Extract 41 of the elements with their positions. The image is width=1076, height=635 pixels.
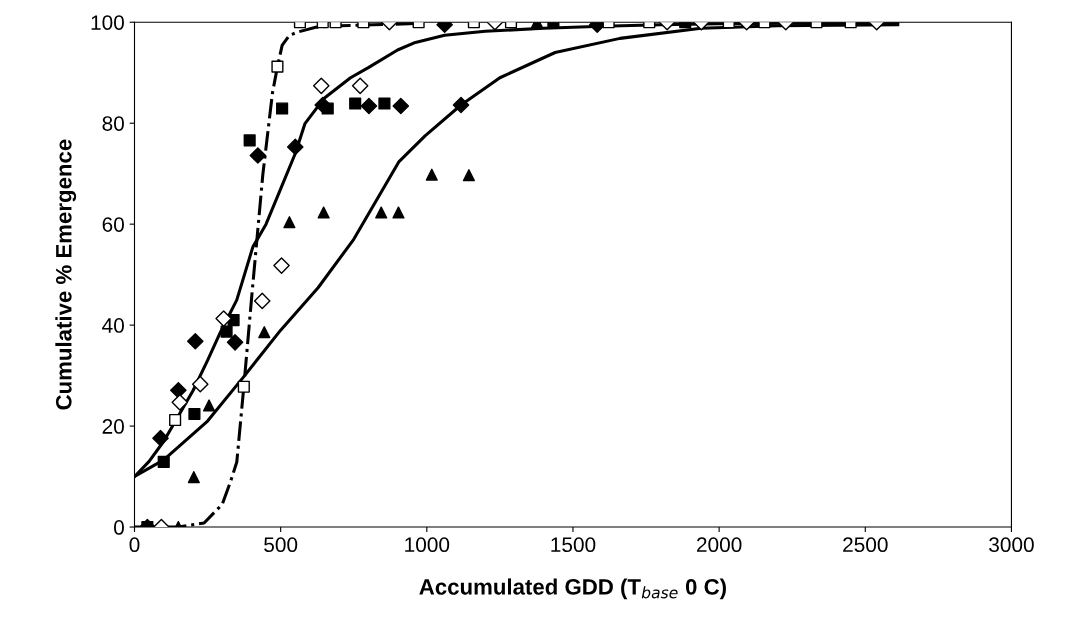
y-tick-label: 0 — [114, 520, 124, 535]
x-tick-label: 1000 — [405, 537, 450, 553]
y-tick-label: 20 — [102, 419, 124, 434]
point — [169, 413, 182, 427]
point — [425, 168, 438, 181]
point — [187, 470, 200, 484]
y-tick-label: 100 — [91, 15, 124, 30]
y-tick-label: 60 — [102, 217, 124, 232]
point — [171, 394, 189, 411]
point — [191, 375, 209, 393]
y-tick-label: 80 — [102, 116, 124, 131]
point — [220, 325, 233, 338]
point — [186, 332, 204, 350]
point — [286, 138, 304, 156]
x-tick-label: 0 — [129, 537, 140, 553]
point — [375, 206, 388, 219]
point — [188, 407, 201, 421]
y-axis-title: Cumulative % Emergence — [55, 139, 77, 410]
point — [317, 206, 330, 219]
point — [215, 310, 232, 327]
x-tick-label: 2500 — [843, 537, 888, 553]
point — [273, 257, 290, 274]
point — [462, 169, 475, 182]
point — [157, 455, 170, 469]
point — [392, 206, 405, 219]
x-tick-label: 2000 — [697, 537, 742, 553]
point — [243, 134, 256, 147]
point — [258, 326, 271, 339]
y-tick-label: 40 — [102, 318, 124, 333]
point — [226, 333, 244, 351]
point — [237, 380, 250, 393]
x-tick-label: 500 — [264, 537, 298, 553]
point — [249, 147, 267, 164]
point — [152, 429, 169, 447]
x-axis-title: Accumulated GDD (T$_{base}$ 0 C) — [419, 578, 726, 600]
x-tick-label: 3000 — [989, 537, 1034, 553]
point — [170, 381, 187, 399]
point — [283, 216, 296, 229]
x-tick-label: 1500 — [551, 537, 596, 553]
point — [253, 292, 271, 310]
point — [202, 399, 216, 412]
